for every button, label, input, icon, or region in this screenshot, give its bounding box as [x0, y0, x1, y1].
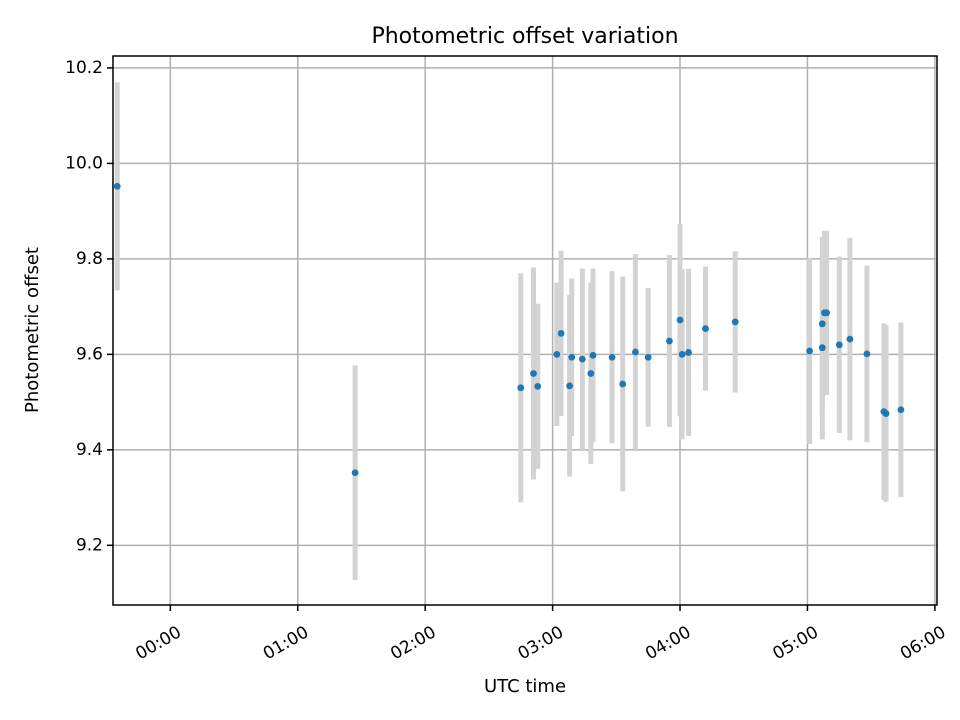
data-point [702, 325, 709, 332]
data-point [517, 384, 525, 392]
data-point [818, 320, 826, 328]
data-point [632, 348, 639, 356]
y-tick-label: 9.6 [76, 344, 103, 364]
data-point [608, 353, 616, 361]
data-point [534, 382, 542, 390]
x-tick-label: 00:00 [132, 622, 184, 664]
data-point [587, 370, 595, 377]
y-tick-label: 10.0 [65, 153, 103, 173]
data-point [846, 335, 854, 343]
x-tick-label: 05:00 [770, 622, 822, 664]
data-point [666, 337, 673, 345]
grid-layer [113, 56, 937, 605]
x-tick-label: 01:00 [260, 622, 312, 664]
data-point [553, 350, 561, 358]
x-tick-label: 02:00 [387, 622, 439, 664]
x-tick-label: 03:00 [515, 622, 567, 664]
y-tick-label: 9.2 [76, 535, 103, 555]
tick-layer: 00:00 01:00 02:00 03:00 04:00 05:00 06:00 9.2 9.… [65, 58, 949, 664]
point-layer [113, 182, 905, 477]
data-point [731, 318, 739, 326]
data-point [806, 347, 813, 355]
chart-title: Photometric offset variation [371, 24, 678, 49]
data-point [678, 350, 686, 358]
y-tick-label: 9.8 [76, 249, 103, 269]
data-point [882, 410, 890, 417]
data-point [113, 182, 121, 190]
data-point [823, 309, 830, 317]
data-point [351, 469, 359, 477]
x-tick-label: 04:00 [642, 622, 694, 664]
data-point [818, 344, 826, 352]
x-tick-label: 06:00 [897, 622, 949, 664]
data-point [568, 353, 576, 361]
y-axis-label: Photometric offset [22, 247, 43, 413]
data-point [589, 351, 597, 359]
data-point [557, 329, 565, 337]
data-point [897, 406, 905, 414]
data-point [685, 349, 692, 356]
data-point [619, 380, 627, 388]
data-point [676, 316, 684, 324]
errorbar-layer [114, 82, 904, 581]
data-point [566, 382, 573, 390]
y-tick-label: 9.4 [76, 440, 103, 460]
data-point [530, 370, 537, 377]
plot-frame [112, 55, 938, 606]
x-axis-label: UTC time [484, 676, 566, 697]
data-point [578, 355, 586, 363]
data-point [835, 341, 843, 349]
data-point [863, 350, 871, 358]
data-point [644, 353, 652, 361]
y-tick-label: 10.2 [65, 58, 103, 78]
